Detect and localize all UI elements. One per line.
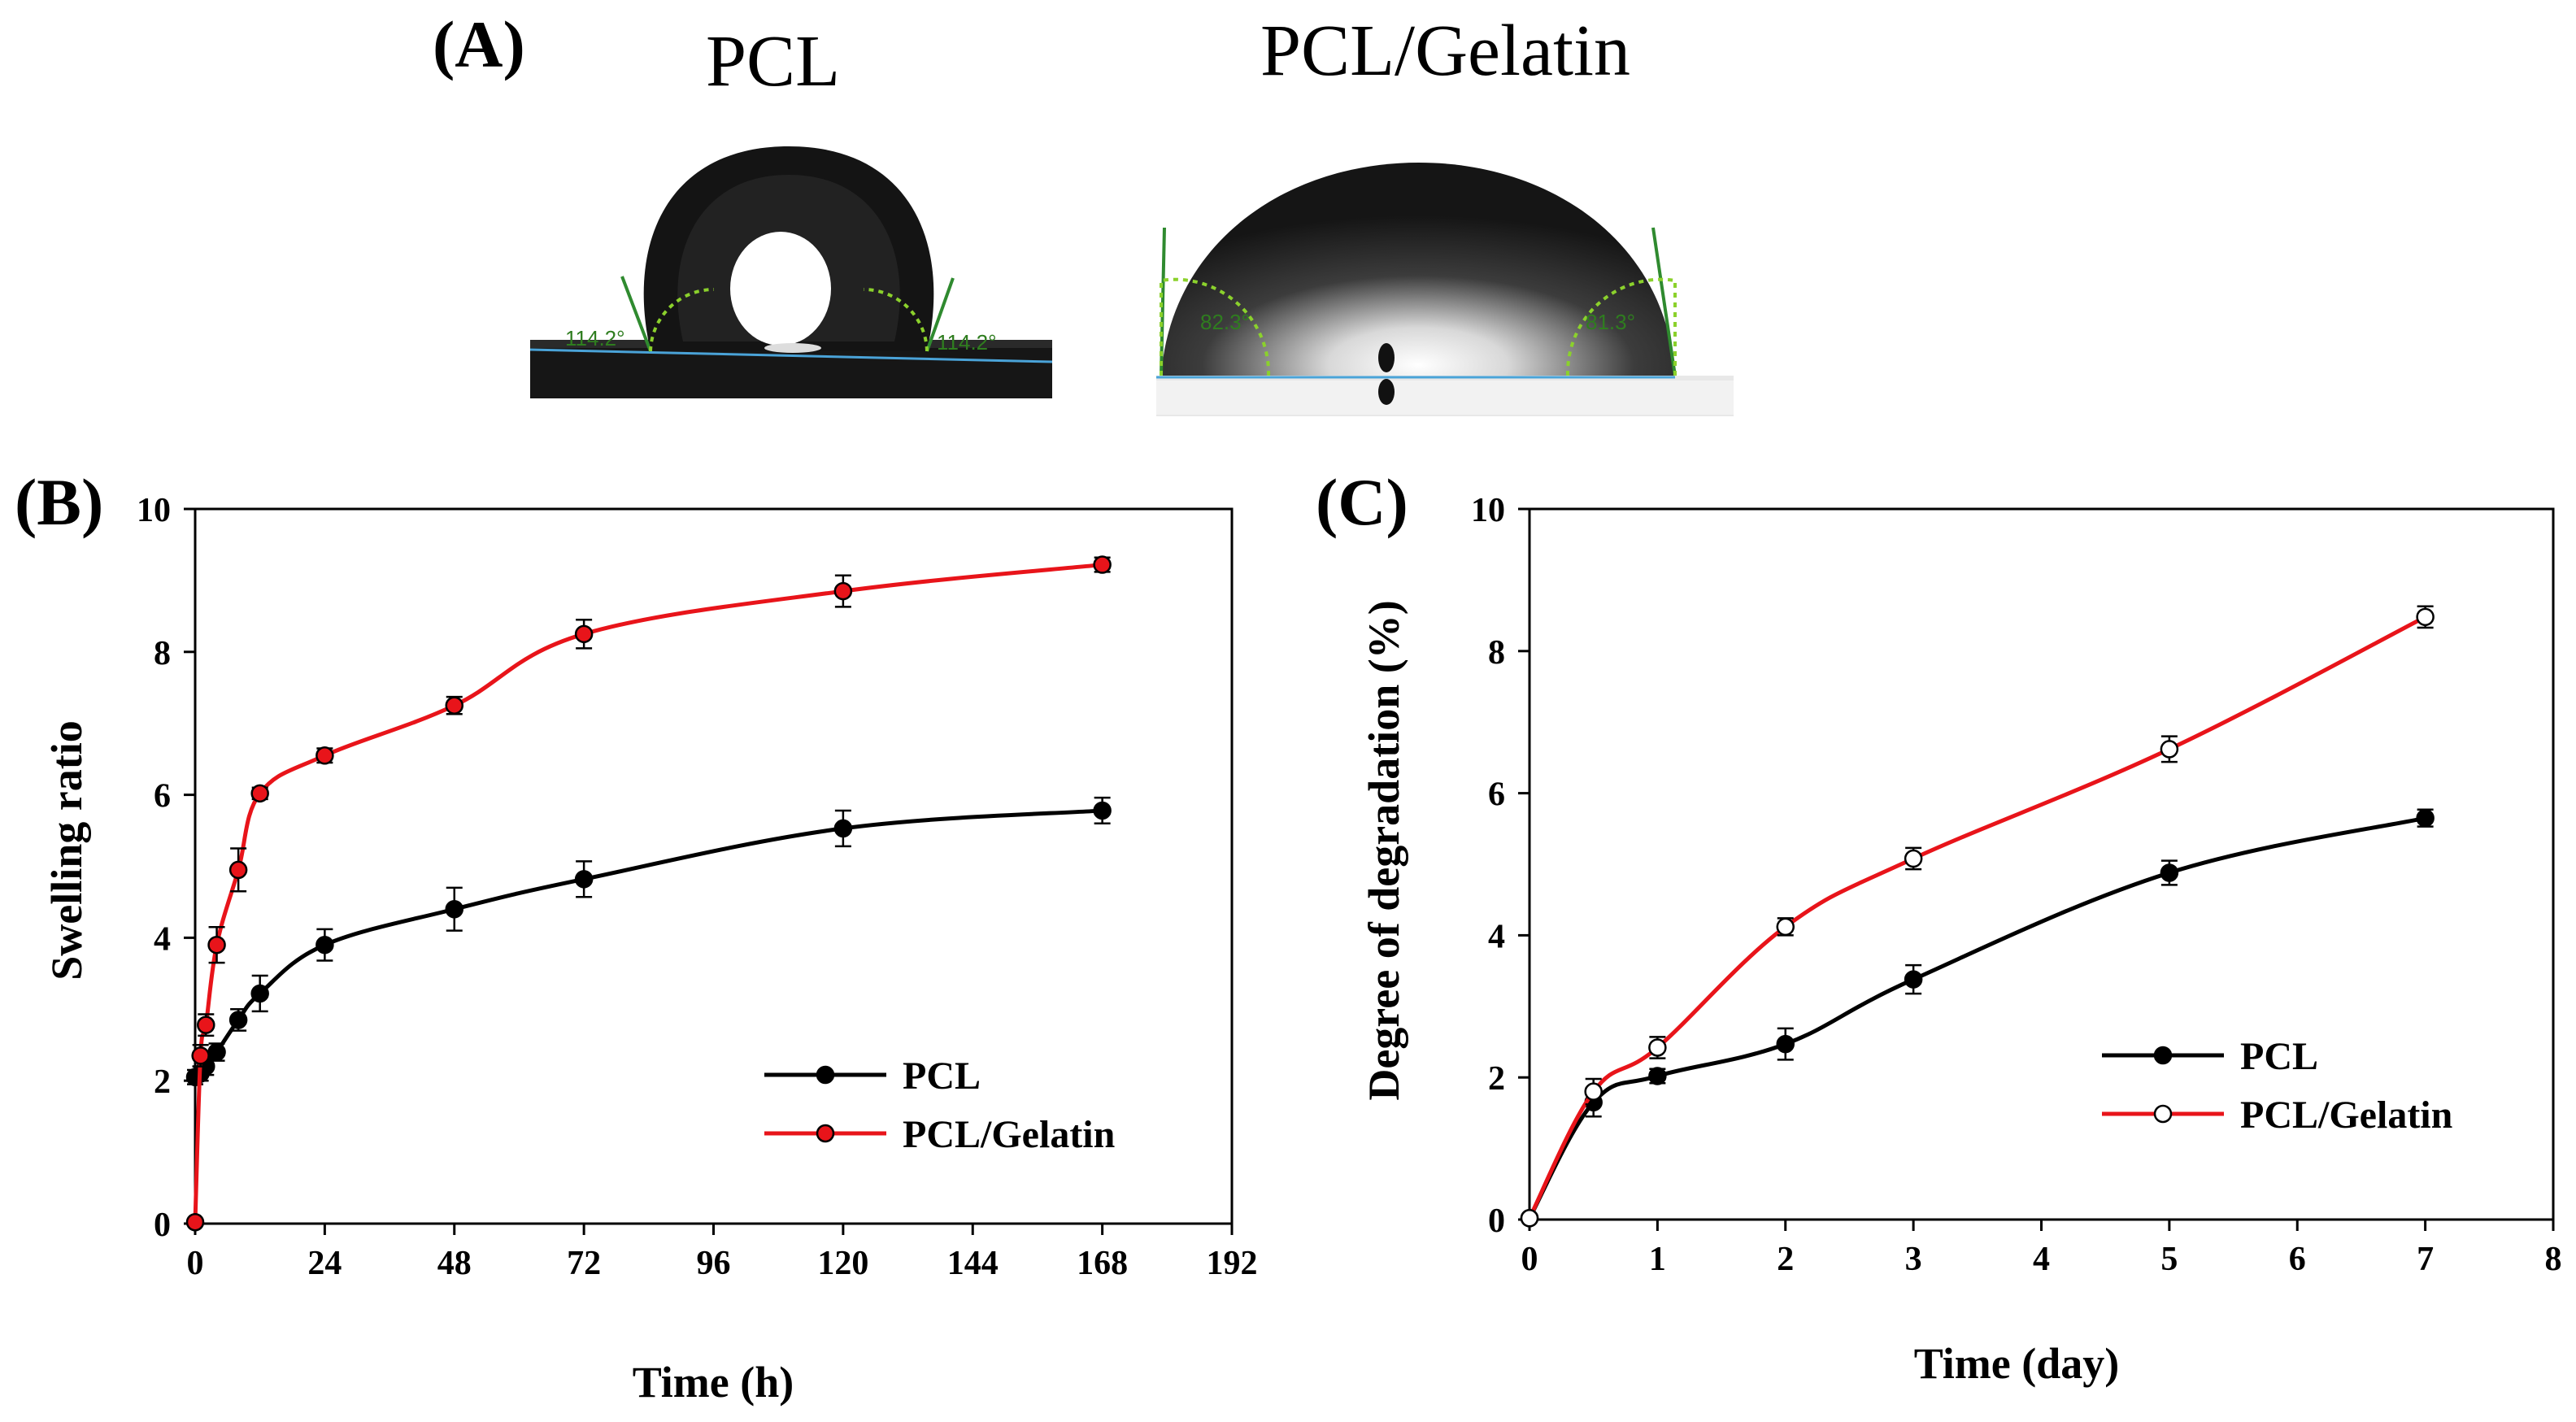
chart-b-x-tick-label: 168 bbox=[1077, 1245, 1128, 1282]
chart-c-data-point bbox=[2160, 740, 2179, 759]
chart-c-series-line bbox=[1527, 815, 2426, 1220]
chart-c-x-tick-label: 7 bbox=[2417, 1241, 2434, 1278]
chart-b-data-point bbox=[445, 696, 463, 715]
chart-b-series-pcl-gelatin bbox=[185, 555, 1112, 1232]
chart-b-y-tick-label: 10 bbox=[137, 492, 171, 529]
chart-b-y-tick-label: 8 bbox=[154, 635, 171, 672]
chart-c-data-point bbox=[1776, 917, 1795, 937]
chart-c-x-axis-title: Time (day) bbox=[1914, 1339, 2120, 1388]
chart-c-y-axis-title: Degree of degradation (%) bbox=[1360, 600, 1408, 1100]
chart-swelling-ratio: (B) 0 24 48 72 96 120 144 168 1920246810PCLPCL/G… bbox=[15, 465, 1258, 1407]
chart-b-legend-marker bbox=[816, 1124, 835, 1143]
chart-c-data-point bbox=[1520, 1209, 1539, 1228]
chart-c-data-point bbox=[1648, 1067, 1667, 1085]
chart-c-y-tick-label: 4 bbox=[1488, 918, 1505, 955]
chart-c-series-pcl-gelatin bbox=[1520, 605, 2435, 1228]
chart-degradation: (C) 0 1 2 3 4 5 6 7 8 0 2 4 6 8 10 PCL PCL/Gelatin Time … bbox=[1316, 465, 2562, 1388]
gelatin-angle-right: 81.3° bbox=[1586, 310, 1635, 334]
chart-c-data-point bbox=[1904, 970, 1923, 989]
pcl-gelatin-contact-angle-photo: 82.3° 81.3° bbox=[1156, 163, 1734, 416]
chart-b-x-tick-label: 96 bbox=[697, 1245, 731, 1282]
chart-c-y-tick-label: 2 bbox=[1488, 1060, 1505, 1098]
chart-b-plot-area: 0 24 48 72 96 120 144 168 1920246810PCLPCL/Gelat… bbox=[137, 492, 1258, 1282]
chart-c-legend-marker bbox=[2153, 1104, 2173, 1124]
chart-b-data-point bbox=[1093, 801, 1112, 820]
chart-c-data-point bbox=[1776, 1034, 1795, 1054]
chart-c-legend-entry: PCL/Gelatin bbox=[2102, 1094, 2452, 1137]
chart-c-data-point bbox=[2416, 808, 2435, 828]
chart-b-data-point bbox=[228, 860, 248, 880]
chart-c-data-point bbox=[2160, 863, 2179, 882]
chart-b-data-point bbox=[228, 1011, 248, 1029]
chart-c-x-tick-label: 1 bbox=[1649, 1241, 1666, 1278]
chart-c-legend-marker bbox=[2153, 1046, 2173, 1065]
panel-c-label: (C) bbox=[1316, 465, 1408, 539]
chart-b-data-point bbox=[1093, 555, 1112, 574]
chart-b-data-point bbox=[833, 581, 853, 601]
chart-c-x-tick-label: 6 bbox=[2289, 1241, 2306, 1278]
chart-c-data-point bbox=[1648, 1038, 1667, 1057]
chart-b-x-tick-label: 144 bbox=[947, 1245, 999, 1282]
chart-b-data-point bbox=[191, 1046, 210, 1065]
chart-c-x-tick-label: 5 bbox=[2160, 1241, 2178, 1278]
chart-b-data-point bbox=[574, 870, 594, 889]
chart-b-x-tick-label: 192 bbox=[1207, 1245, 1258, 1282]
chart-b-legend-entry: PCL bbox=[764, 1055, 981, 1098]
pcl-angle-left: 114.2° bbox=[565, 326, 625, 350]
chart-b-x-axis-title: Time (h) bbox=[633, 1358, 794, 1407]
chart-b-y-axis-title: Swelling ratio bbox=[42, 720, 91, 981]
chart-c-legend-entry: PCL bbox=[2102, 1035, 2318, 1078]
chart-c-y-tick-label: 0 bbox=[1488, 1202, 1505, 1240]
gelatin-angle-left: 82.3° bbox=[1200, 310, 1250, 334]
pcl-angle-right: 114.2° bbox=[937, 330, 997, 354]
pcl-contact-angle-photo: 114.2° 114.2° bbox=[529, 146, 1053, 398]
chart-b-data-point bbox=[207, 935, 226, 955]
chart-b-x-tick-label: 0 bbox=[187, 1245, 204, 1282]
chart-b-legend-label: PCL bbox=[903, 1055, 981, 1098]
chart-b-data-point bbox=[574, 624, 594, 644]
chart-b-data-point bbox=[250, 784, 269, 803]
chart-c-series-pcl bbox=[1520, 808, 2435, 1228]
chart-b-data-point bbox=[315, 746, 334, 765]
chart-b-y-tick-label: 0 bbox=[154, 1207, 171, 1244]
chart-b-x-tick-label: 72 bbox=[567, 1245, 601, 1282]
chart-b-series-pcl bbox=[185, 796, 1112, 1087]
chart-b-legend-label: PCL/Gelatin bbox=[903, 1113, 1115, 1156]
panel-a-label: (A) bbox=[433, 7, 525, 81]
chart-b-x-tick-label: 48 bbox=[437, 1245, 472, 1282]
chart-b-data-point bbox=[197, 1015, 215, 1034]
chart-c-x-tick-label: 8 bbox=[2545, 1241, 2562, 1278]
panel-a: (A) PCL PCL/Gelatin 114.2° 114.2° bbox=[433, 7, 1734, 416]
chart-b-data-point bbox=[833, 819, 853, 838]
chart-c-x-tick-label: 4 bbox=[2033, 1241, 2050, 1278]
chart-c-x-tick-label: 0 bbox=[1521, 1241, 1538, 1278]
chart-c-x-tick-label: 2 bbox=[1777, 1241, 1794, 1278]
chart-b-data-point bbox=[445, 899, 463, 919]
panel-b-label: (B) bbox=[15, 465, 103, 539]
chart-b-y-tick-label: 2 bbox=[154, 1063, 171, 1101]
chart-b-x-tick-label: 24 bbox=[307, 1245, 342, 1282]
chart-b-data-point bbox=[250, 984, 269, 1003]
chart-c-y-tick-label: 8 bbox=[1488, 634, 1505, 672]
chart-b-data-point bbox=[207, 1042, 226, 1062]
chart-c-x-tick-label: 3 bbox=[1905, 1241, 1922, 1278]
chart-c-legend-label: PCL/Gelatin bbox=[2240, 1094, 2452, 1137]
chart-b-y-tick-label: 4 bbox=[154, 920, 171, 958]
chart-b-data-point bbox=[185, 1212, 205, 1232]
chart-b-legend-marker bbox=[816, 1065, 835, 1085]
chart-c-legend-label: PCL bbox=[2240, 1035, 2318, 1078]
chart-b-legend-entry: PCL/Gelatin bbox=[764, 1113, 1115, 1156]
chart-b-x-tick-label: 120 bbox=[817, 1245, 868, 1282]
chart-c-data-point bbox=[1584, 1082, 1603, 1101]
photo-title-pcl-gelatin: PCL/Gelatin bbox=[1260, 11, 1630, 91]
photo-title-pcl: PCL bbox=[706, 21, 840, 102]
chart-c-data-point bbox=[2416, 607, 2435, 627]
chart-c-y-tick-label: 10 bbox=[1471, 492, 1505, 529]
chart-c-plot-area: 0 1 2 3 4 5 6 7 8 0 2 4 6 8 10 PCL PCL/Gelatin bbox=[1471, 492, 2562, 1278]
chart-c-data-point bbox=[1904, 849, 1923, 868]
chart-b-y-tick-label: 6 bbox=[154, 778, 171, 815]
chart-b-data-point bbox=[315, 935, 334, 955]
chart-c-y-tick-label: 6 bbox=[1488, 776, 1505, 814]
